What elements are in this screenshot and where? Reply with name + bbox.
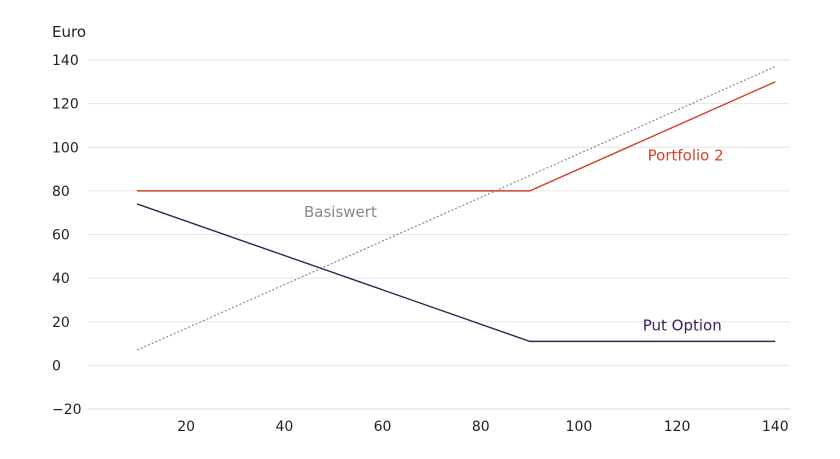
grid-lines bbox=[88, 59, 790, 410]
series-label-put-option: Put Option bbox=[643, 316, 722, 334]
series-label-basiswert: Basiswert bbox=[304, 203, 377, 221]
x-tick-label: 120 bbox=[664, 419, 691, 435]
x-tick-label: 20 bbox=[177, 419, 195, 435]
y-tick-label: 80 bbox=[52, 184, 70, 200]
y-tick-label: −20 bbox=[52, 402, 82, 418]
x-tick-label: 140 bbox=[762, 419, 789, 435]
y-tick-label: 40 bbox=[52, 271, 70, 287]
y-tick-label: 140 bbox=[52, 53, 79, 69]
y-tick-label: 0 bbox=[52, 358, 61, 374]
series-line-put-option bbox=[136, 203, 776, 343]
x-tick-label: 80 bbox=[472, 419, 490, 435]
series-line-portfolio-2 bbox=[137, 81, 776, 192]
y-axis-label: Euro bbox=[52, 23, 86, 41]
y-tick-label: 20 bbox=[52, 315, 70, 331]
x-tick-label: 40 bbox=[275, 419, 293, 435]
axis-tick-labels: −20 0 20 40 60 80 100 120 140 20 40 60 80 100 120 140 bbox=[52, 53, 789, 435]
series-labels: Basiswert Portfolio 2 Put Option bbox=[304, 146, 724, 334]
series-line-basiswert bbox=[136, 65, 776, 351]
series-lines bbox=[136, 65, 776, 351]
series-label-portfolio-2: Portfolio 2 bbox=[648, 146, 724, 164]
y-tick-label: 100 bbox=[52, 140, 79, 156]
x-tick-label: 60 bbox=[374, 419, 392, 435]
x-tick-label: 100 bbox=[566, 419, 593, 435]
y-tick-label: 120 bbox=[52, 97, 79, 113]
y-tick-label: 60 bbox=[52, 228, 70, 244]
